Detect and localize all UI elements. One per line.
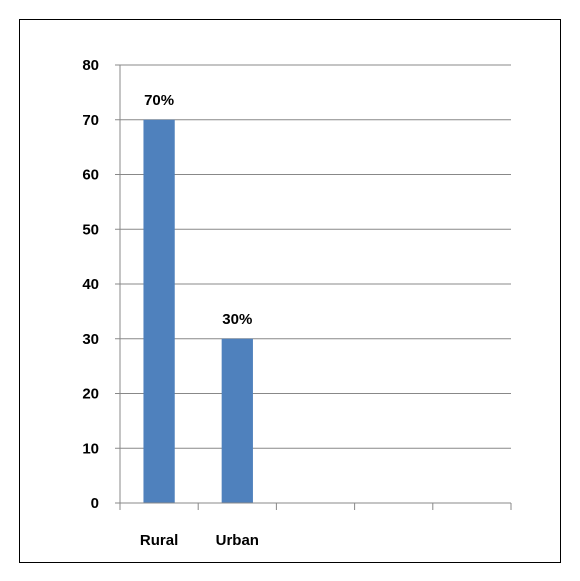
y-tick-label: 10 xyxy=(82,440,99,457)
y-tick-label: 0 xyxy=(91,495,99,512)
x-category-label: Urban xyxy=(216,532,259,549)
x-axis: Rural Urban xyxy=(119,502,512,549)
y-tick-label: 30 xyxy=(82,331,99,348)
gridlines xyxy=(120,64,511,449)
y-tick-label: 50 xyxy=(82,221,99,238)
y-tick-label: 20 xyxy=(82,386,99,403)
bars xyxy=(143,119,253,503)
chart-frame xyxy=(19,19,561,563)
y-tick-label: 80 xyxy=(82,57,99,74)
y-tick-label: 70 xyxy=(82,112,99,129)
data-label: 70% xyxy=(144,92,174,109)
y-tick-label: 60 xyxy=(82,167,99,184)
bar xyxy=(143,119,175,503)
bar xyxy=(221,338,253,503)
y-axis-ticks: 0 10 20 30 40 50 60 70 80 xyxy=(82,57,121,512)
data-labels: 70% 30% xyxy=(144,92,252,328)
data-label: 30% xyxy=(222,311,252,328)
x-category-label: Rural xyxy=(140,532,178,549)
y-tick-label: 40 xyxy=(82,276,99,293)
